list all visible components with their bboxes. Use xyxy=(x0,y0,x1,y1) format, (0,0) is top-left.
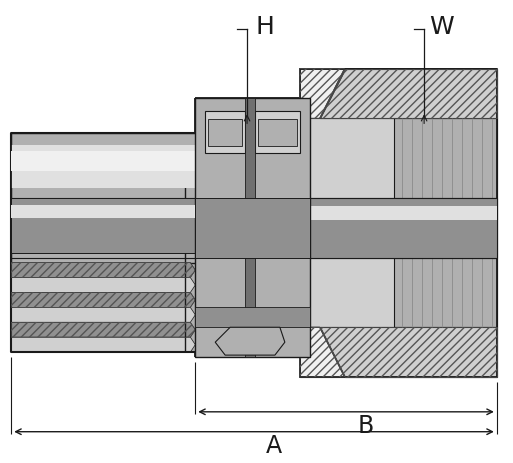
Polygon shape xyxy=(300,206,497,220)
Text: W: W xyxy=(429,15,454,39)
Polygon shape xyxy=(394,119,497,327)
Polygon shape xyxy=(11,338,195,352)
Polygon shape xyxy=(11,152,205,172)
Polygon shape xyxy=(205,112,245,154)
Polygon shape xyxy=(11,199,205,253)
Polygon shape xyxy=(255,112,300,154)
Polygon shape xyxy=(195,308,310,327)
Polygon shape xyxy=(11,308,195,323)
Polygon shape xyxy=(195,99,310,357)
Polygon shape xyxy=(300,69,345,119)
Polygon shape xyxy=(11,278,195,293)
Polygon shape xyxy=(245,99,255,357)
Polygon shape xyxy=(208,120,242,147)
Polygon shape xyxy=(300,119,497,327)
Polygon shape xyxy=(11,146,205,188)
Polygon shape xyxy=(11,159,205,166)
Text: B: B xyxy=(357,413,373,437)
Polygon shape xyxy=(11,323,195,338)
Polygon shape xyxy=(300,199,497,258)
Polygon shape xyxy=(300,327,497,377)
Polygon shape xyxy=(320,69,497,119)
Polygon shape xyxy=(258,120,297,147)
Polygon shape xyxy=(300,69,497,119)
Polygon shape xyxy=(11,263,195,278)
Polygon shape xyxy=(11,206,205,219)
Polygon shape xyxy=(11,134,205,352)
Polygon shape xyxy=(11,134,205,263)
Polygon shape xyxy=(300,69,497,377)
Polygon shape xyxy=(215,327,285,355)
Polygon shape xyxy=(11,149,205,188)
Polygon shape xyxy=(320,327,497,377)
Polygon shape xyxy=(11,293,195,308)
Polygon shape xyxy=(11,154,205,174)
Polygon shape xyxy=(300,327,345,377)
Text: H: H xyxy=(255,15,274,39)
Text: A: A xyxy=(266,433,282,457)
Polygon shape xyxy=(195,199,310,258)
